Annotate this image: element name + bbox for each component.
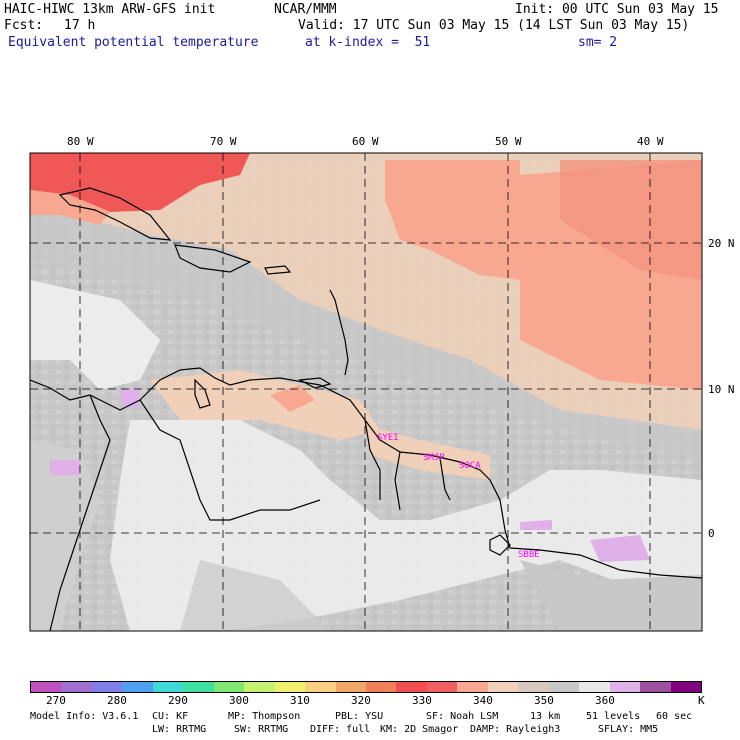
colorbar-swatch — [518, 682, 549, 692]
footer-lw: LW: RRTMG — [152, 724, 207, 735]
colorbar-swatch — [579, 682, 610, 692]
colorbar-label: 310 — [290, 694, 310, 707]
coastlines — [30, 187, 702, 631]
fcst-label: Fcst: — [4, 18, 44, 33]
lon-label: 80 W — [67, 135, 94, 148]
valid-time: Valid: 17 UTC Sun 03 May 15 (14 LST Sun … — [298, 18, 690, 33]
footer-km: KM: 2D Smagor — [380, 724, 459, 735]
colorbar-swatch — [457, 682, 488, 692]
colorbar-swatch — [365, 682, 397, 692]
footer-resolution: 13 km — [530, 711, 561, 722]
colorbar-label: 320 — [351, 694, 371, 707]
colorbar-label: 360 — [595, 694, 615, 707]
lon-label: 60 W — [352, 135, 379, 148]
colorbar-label: 280 — [107, 694, 127, 707]
lon-label: 50 W — [495, 135, 522, 148]
level-label: at k-index = 51 — [305, 35, 431, 50]
footer-levels: 51 levels — [586, 711, 641, 722]
model-title: HAIC-HIWC 13km ARW-GFS init — [4, 2, 216, 17]
graticule — [30, 153, 702, 631]
footer-diff: DIFF: full — [310, 724, 371, 735]
lon-label: 40 W — [637, 135, 664, 148]
fcst-value: 17 h — [64, 18, 96, 33]
station-label: SYEI — [377, 433, 399, 443]
colorbar-swatch — [31, 682, 62, 692]
station-label: SOCA — [459, 461, 481, 471]
colorbar-swatch — [487, 682, 519, 692]
station-label: SBBE — [518, 550, 540, 560]
colorbar-swatch — [244, 682, 275, 692]
colorbar-label: 340 — [473, 694, 493, 707]
footer-cu: CU: KF — [152, 711, 189, 722]
colorbar-swatch — [274, 682, 306, 692]
lavender-patch — [590, 535, 650, 562]
footer-sf: SF: Noah LSM — [426, 711, 499, 722]
colorbar-swatch — [670, 682, 701, 692]
colorbar-label: 270 — [46, 694, 66, 707]
colorbar-label: 300 — [229, 694, 249, 707]
footer-sw: SW: RRTMG — [234, 724, 289, 735]
org-label: NCAR/MMM — [274, 2, 337, 17]
colorbar — [30, 681, 702, 693]
colorbar-swatch — [426, 682, 458, 692]
colorbar-label: 350 — [534, 694, 554, 707]
colorbar-swatch — [122, 682, 153, 692]
lat-label: 20 N — [708, 237, 735, 250]
map-canvas: 80 W 70 W 60 W 50 W 40 W 20 N 10 N 0 SYE… — [29, 135, 735, 632]
colorbar-swatch — [183, 682, 214, 692]
colorbar-swatch — [152, 682, 184, 692]
colorbar-swatch — [396, 682, 427, 692]
colorbar-unit: K — [698, 694, 705, 707]
lat-label: 0 — [708, 527, 715, 540]
map-frame — [29, 152, 703, 632]
colorbar-label: 330 — [412, 694, 432, 707]
colorbar-swatch — [640, 682, 671, 692]
lat-label: 10 N — [708, 383, 735, 396]
field-layer — [30, 153, 702, 631]
colorbar-swatch — [61, 682, 92, 692]
colorbar-label: 290 — [168, 694, 188, 707]
field-title: Equivalent potential temperature — [8, 35, 259, 50]
footer-sflay: SFLAY: MM5 — [598, 724, 659, 735]
footer-damp: DAMP: Rayleigh3 — [470, 724, 561, 735]
init-time: Init: 00 UTC Sun 03 May 15 — [515, 2, 719, 17]
footer-pbl: PBL: YSU — [335, 711, 384, 722]
footer-model-info: Model Info: V3.6.1 — [30, 711, 139, 722]
colorbar-swatch — [91, 682, 123, 692]
smoothing-label: sm= 2 — [578, 35, 618, 50]
colorbar-swatch — [609, 682, 641, 692]
footer-timestep: 60 sec — [656, 711, 693, 722]
colorbar-swatch — [213, 682, 245, 692]
lon-label: 70 W — [210, 135, 237, 148]
station-label: SMJP — [423, 453, 445, 463]
colorbar-swatch — [335, 682, 366, 692]
colorbar-swatch — [305, 682, 336, 692]
colorbar-swatch — [548, 682, 580, 692]
footer-mp: MP: Thompson — [228, 711, 301, 722]
